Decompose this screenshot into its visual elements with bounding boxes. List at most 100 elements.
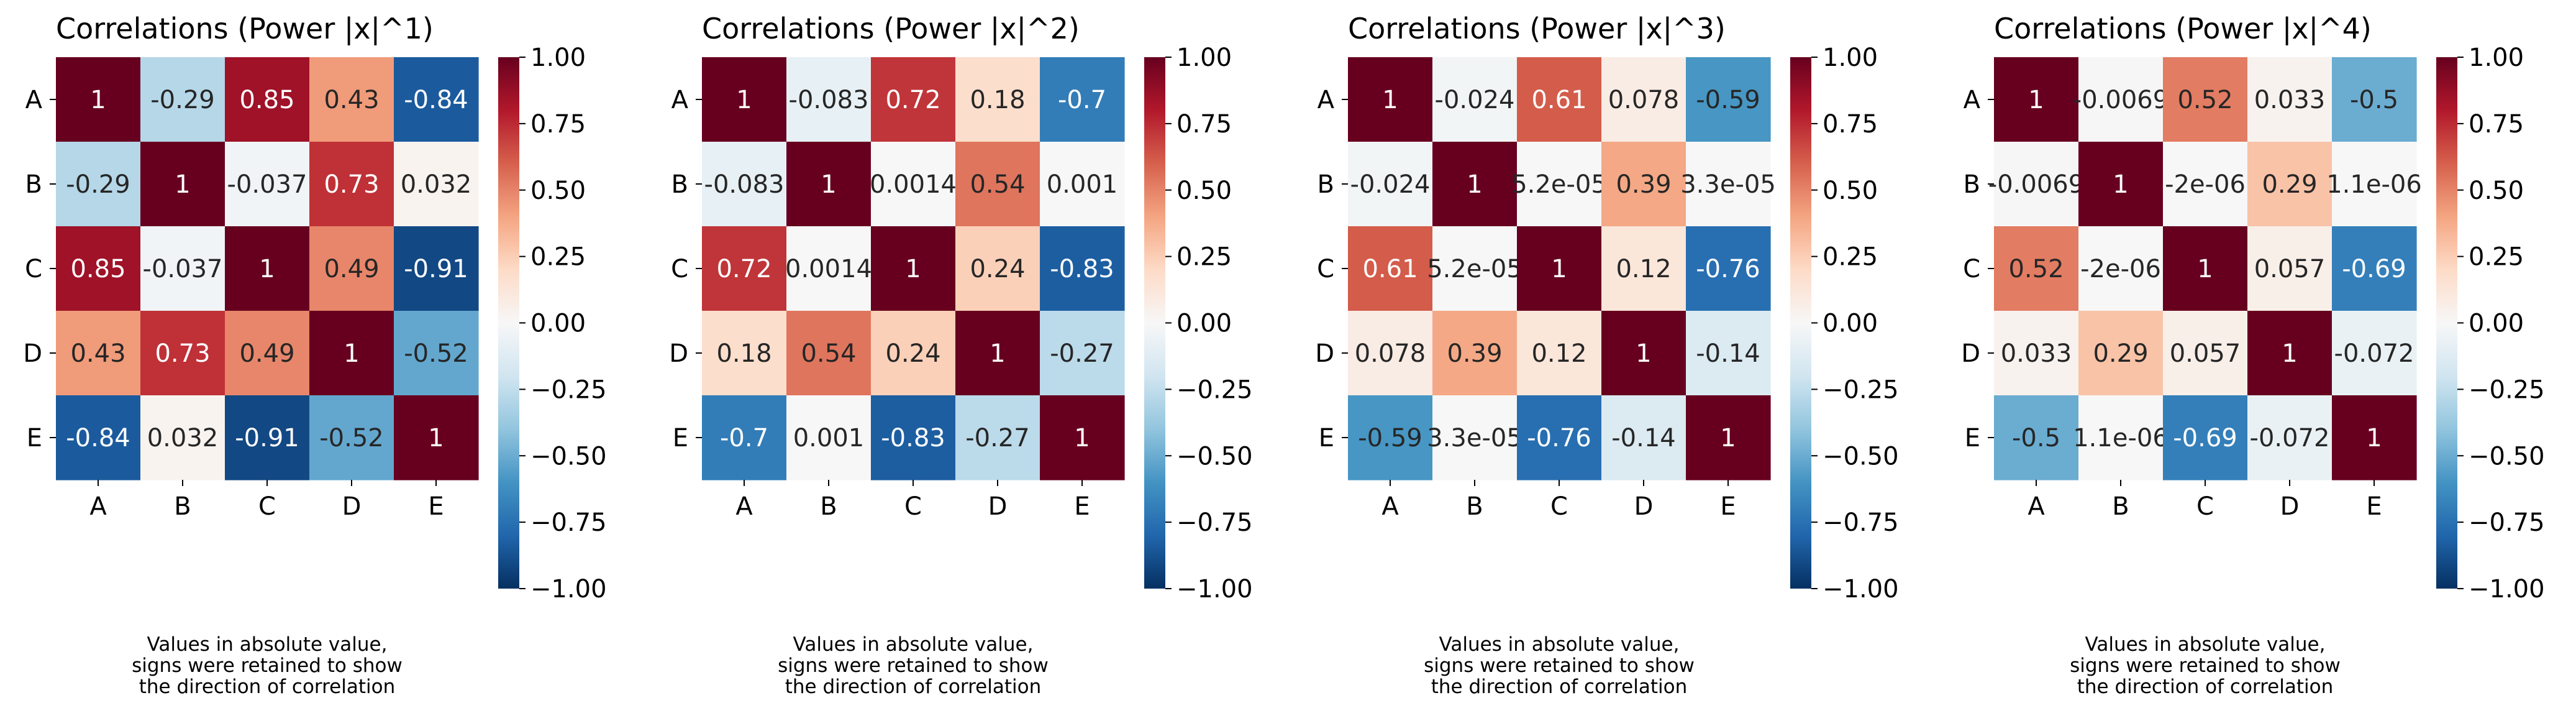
axis-note-line: the direction of correlation bbox=[785, 676, 1042, 698]
x-tick-label: A bbox=[1381, 492, 1399, 521]
heatmap-cell-D-D bbox=[2247, 311, 2333, 396]
x-tick-label: A bbox=[735, 492, 753, 521]
heatmap-cell-D-B bbox=[2078, 311, 2164, 396]
heatmap-cell-E-A bbox=[56, 395, 141, 480]
cell-annotation: 1 bbox=[1467, 170, 1482, 199]
heatmap-cell-B-B bbox=[1432, 142, 1518, 227]
colorbar-tick-label: −1.00 bbox=[2469, 575, 2545, 604]
cell-annotation: 1 bbox=[2028, 86, 2044, 114]
colorbar-tick-label: −0.50 bbox=[530, 442, 607, 471]
heatmap-cell-C-C bbox=[1517, 226, 1602, 311]
heatmap-cell-B-E bbox=[1686, 142, 1771, 227]
heatmap-cell-D-A bbox=[56, 311, 141, 396]
heatmap-cell-E-E bbox=[1040, 395, 1125, 480]
colorbar-tick-label: 0.75 bbox=[1823, 110, 1878, 139]
cell-annotation: 1 bbox=[2197, 255, 2213, 283]
heatmap-cell-C-C bbox=[225, 226, 310, 311]
heatmap-cell-C-B bbox=[786, 226, 872, 311]
cell-annotation: 0.49 bbox=[324, 255, 379, 283]
heatmap-cell-A-A bbox=[1994, 57, 2079, 142]
heatmap-cell-B-D bbox=[955, 142, 1040, 227]
cell-annotation: -2e-06 bbox=[2165, 170, 2246, 199]
heatmap-cell-A-D bbox=[955, 57, 1040, 142]
heatmap-cell-A-B bbox=[786, 57, 872, 142]
y-tick-label: B bbox=[1318, 170, 1334, 199]
colorbar-tick-label: 0.25 bbox=[1176, 243, 1232, 272]
cell-annotation: -0.083 bbox=[789, 86, 869, 114]
colorbar-tick-label: 0.75 bbox=[2469, 110, 2524, 139]
x-tick-label: C bbox=[904, 492, 922, 521]
cell-annotation: -0.76 bbox=[1696, 255, 1760, 283]
cell-annotation: 0.12 bbox=[1531, 339, 1586, 368]
y-tick-label: E bbox=[1319, 424, 1334, 452]
heatmap-cell-C-A bbox=[1348, 226, 1433, 311]
heatmap-cell-C-B bbox=[2078, 226, 2164, 311]
chart-title: Correlations (Power |x|^3) bbox=[1348, 12, 1726, 46]
heatmap-cell-A-D bbox=[1601, 57, 1686, 142]
colorbar bbox=[498, 57, 519, 589]
cell-annotation: 0.033 bbox=[2254, 86, 2326, 114]
heatmap-cell-A-A bbox=[1348, 57, 1433, 142]
heatmap-cell-D-B bbox=[140, 311, 225, 396]
cell-annotation: -0.27 bbox=[1050, 339, 1114, 368]
cell-annotation: -0.52 bbox=[319, 424, 384, 452]
cell-annotation: 0.72 bbox=[716, 255, 771, 283]
cell-annotation: 0.43 bbox=[70, 339, 125, 368]
cell-annotation: -0.14 bbox=[1611, 424, 1676, 452]
y-tick-label: A bbox=[25, 86, 43, 114]
heatmap-cell-A-B bbox=[1432, 57, 1518, 142]
heatmap-cell-E-D bbox=[955, 395, 1040, 480]
cell-annotation: 0.61 bbox=[1531, 86, 1586, 114]
cell-annotation: -0.27 bbox=[965, 424, 1030, 452]
axis-note-line: Values in absolute value, bbox=[147, 633, 388, 656]
heatmap-cell-B-D bbox=[2247, 142, 2333, 227]
x-tick-label: B bbox=[1466, 492, 1483, 521]
heatmap-cell-C-B bbox=[140, 226, 225, 311]
cell-annotation: -0.5 bbox=[2350, 86, 2398, 114]
axis-note-line: Values in absolute value, bbox=[1439, 633, 1680, 656]
cell-annotation: 5.2e-05 bbox=[1427, 255, 1522, 283]
heatmap-cell-C-E bbox=[1040, 226, 1125, 311]
heatmap-cell-E-C bbox=[1517, 395, 1602, 480]
heatmap-cell-B-B bbox=[786, 142, 872, 227]
colorbar-tick-label: 1.00 bbox=[2469, 44, 2524, 72]
colorbar-tick-label: 0.25 bbox=[1823, 243, 1878, 272]
axis-note-line: the direction of correlation bbox=[1431, 676, 1688, 698]
y-tick-label: C bbox=[1317, 255, 1334, 283]
cell-annotation: 1 bbox=[1382, 86, 1398, 114]
cell-annotation: 3.3e-05 bbox=[1680, 170, 1776, 199]
cell-annotation: 0.73 bbox=[155, 339, 210, 368]
colorbar-tick-label: 0.00 bbox=[1823, 310, 1878, 338]
heatmap-cell-C-A bbox=[56, 226, 141, 311]
cell-annotation: -0.29 bbox=[66, 170, 130, 199]
heatmap-cell-C-C bbox=[871, 226, 956, 311]
x-tick-label: D bbox=[1634, 492, 1654, 521]
heatmap-cell-A-E bbox=[394, 57, 479, 142]
heatmap-cell-C-D bbox=[1601, 226, 1686, 311]
axis-note-line: signs were retained to show bbox=[2070, 654, 2341, 677]
heatmap-cell-B-E bbox=[1040, 142, 1125, 227]
cell-annotation: 1 bbox=[344, 339, 359, 368]
heatmap-cell-E-A bbox=[1994, 395, 2079, 480]
cell-annotation: 1 bbox=[1551, 255, 1567, 283]
cell-annotation: 1 bbox=[2366, 424, 2382, 452]
heatmap-cell-A-B bbox=[140, 57, 225, 142]
heatmap-cell-E-C bbox=[225, 395, 310, 480]
y-tick-label: D bbox=[1315, 339, 1334, 368]
cell-annotation: 1 bbox=[2113, 170, 2128, 199]
chart-title: Correlations (Power |x|^4) bbox=[1994, 12, 2372, 46]
y-tick-label: E bbox=[27, 424, 42, 452]
cell-annotation: -0.7 bbox=[720, 424, 768, 452]
colorbar-tick-label: 0.00 bbox=[1176, 310, 1232, 338]
chart-title: Correlations (Power |x|^1) bbox=[56, 12, 434, 46]
heatmap-panel-3: Correlations (Power |x|^3) 1 -0.024 0.61 0.0… bbox=[1315, 12, 1898, 698]
colorbar-tick-label: 0.25 bbox=[530, 243, 586, 272]
cell-annotation: -0.69 bbox=[2173, 424, 2237, 452]
colorbar-tick-label: 0.50 bbox=[1176, 177, 1232, 205]
heatmap-cell-E-B bbox=[786, 395, 872, 480]
cell-annotation: -0.76 bbox=[1527, 424, 1591, 452]
colorbar-tick-label: −0.75 bbox=[1823, 508, 1899, 537]
cell-annotation: 0.49 bbox=[239, 339, 294, 368]
cell-annotation: 0.29 bbox=[2262, 170, 2317, 199]
colorbar-tick-label: 1.00 bbox=[1176, 44, 1232, 72]
